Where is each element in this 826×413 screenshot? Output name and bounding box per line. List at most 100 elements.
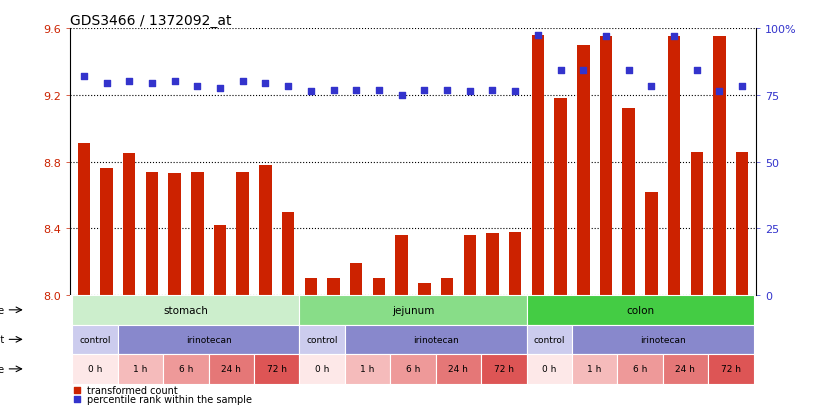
Bar	[254, 354, 300, 384]
Text: control: control	[534, 335, 565, 344]
Bar	[118, 325, 300, 354]
Text: 24 h: 24 h	[221, 365, 241, 373]
Bar	[463, 235, 476, 295]
Point	[213, 85, 226, 92]
Bar	[282, 212, 294, 295]
Bar	[345, 354, 391, 384]
Bar	[169, 174, 181, 295]
Point	[70, 396, 83, 402]
Point	[463, 89, 477, 95]
Text: jejunum: jejunum	[392, 305, 434, 315]
Bar	[691, 152, 703, 295]
Bar	[577, 45, 590, 295]
Point	[77, 74, 90, 81]
Bar	[164, 354, 209, 384]
Text: time: time	[0, 364, 5, 374]
Bar	[118, 354, 164, 384]
Point	[418, 87, 431, 94]
Text: irinotecan: irinotecan	[186, 335, 231, 344]
Text: irinotecan: irinotecan	[413, 335, 458, 344]
Point	[349, 87, 363, 94]
Bar	[572, 354, 617, 384]
Bar	[259, 166, 272, 295]
Bar	[617, 354, 662, 384]
Bar	[300, 354, 345, 384]
Point	[667, 34, 681, 40]
Text: 6 h: 6 h	[178, 365, 193, 373]
Point	[736, 84, 749, 90]
Bar	[78, 144, 90, 295]
Point	[531, 32, 544, 39]
Text: 72 h: 72 h	[494, 365, 514, 373]
Bar	[373, 279, 385, 295]
Text: GDS3466 / 1372092_at: GDS3466 / 1372092_at	[70, 14, 232, 28]
Point	[440, 87, 453, 94]
Point	[509, 89, 522, 95]
Bar	[668, 37, 681, 295]
Bar	[350, 264, 363, 295]
Point	[168, 79, 181, 85]
Bar	[123, 154, 135, 295]
Bar	[191, 172, 203, 295]
Point	[554, 67, 567, 74]
Bar	[481, 354, 526, 384]
Bar	[73, 354, 118, 384]
Bar	[441, 279, 453, 295]
Point	[600, 34, 613, 40]
Text: stomach: stomach	[164, 305, 208, 315]
Bar	[396, 235, 408, 295]
Bar	[509, 232, 521, 295]
Text: control: control	[79, 335, 111, 344]
Text: irinotecan: irinotecan	[640, 335, 686, 344]
Bar	[300, 295, 526, 325]
Text: transformed count: transformed count	[88, 385, 178, 394]
Bar	[345, 325, 526, 354]
Bar	[526, 295, 753, 325]
Bar	[327, 279, 339, 295]
Text: colon: colon	[626, 305, 654, 315]
Bar	[418, 284, 430, 295]
Bar	[623, 109, 635, 295]
Bar	[662, 354, 708, 384]
Text: control: control	[306, 335, 338, 344]
Point	[282, 84, 295, 90]
Point	[191, 84, 204, 90]
Bar	[73, 295, 300, 325]
Text: 1 h: 1 h	[133, 365, 148, 373]
Bar	[435, 354, 481, 384]
Point	[259, 81, 272, 87]
Point	[327, 87, 340, 94]
Bar	[487, 234, 499, 295]
Text: 24 h: 24 h	[676, 365, 695, 373]
Text: 1 h: 1 h	[587, 365, 602, 373]
Bar	[708, 354, 753, 384]
Bar	[736, 152, 748, 295]
Point	[145, 81, 159, 87]
Bar	[526, 325, 572, 354]
Bar	[572, 325, 753, 354]
Point	[691, 67, 704, 74]
Point	[373, 87, 386, 94]
Bar	[526, 354, 572, 384]
Bar	[600, 37, 612, 295]
Text: 0 h: 0 h	[542, 365, 557, 373]
Point	[486, 87, 499, 94]
Bar	[145, 172, 158, 295]
Bar	[236, 172, 249, 295]
Text: 0 h: 0 h	[315, 365, 330, 373]
Point	[577, 67, 590, 74]
Point	[645, 84, 658, 90]
Bar	[73, 325, 118, 354]
Point	[395, 92, 408, 99]
Bar	[100, 169, 113, 295]
Text: 1 h: 1 h	[360, 365, 375, 373]
Bar	[645, 192, 657, 295]
Bar	[209, 354, 254, 384]
Point	[70, 386, 83, 393]
Bar	[713, 37, 726, 295]
Text: tissue: tissue	[0, 305, 5, 315]
Text: 72 h: 72 h	[721, 365, 741, 373]
Bar	[305, 279, 317, 295]
Text: 72 h: 72 h	[267, 365, 287, 373]
Text: 6 h: 6 h	[633, 365, 648, 373]
